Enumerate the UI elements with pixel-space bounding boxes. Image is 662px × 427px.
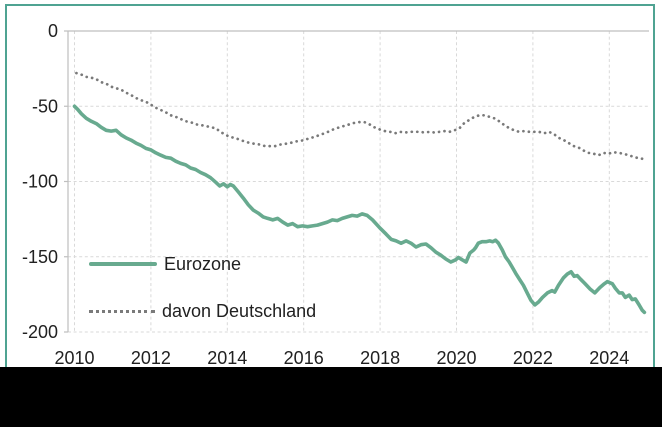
legend-label-deutschland: davon Deutschland	[162, 300, 317, 321]
x-tick-label: 2010	[54, 348, 94, 368]
chart-legend: Eurozone davon Deutschland	[89, 250, 316, 325]
redaction-bar	[0, 367, 662, 427]
x-tick-label: 2024	[589, 348, 629, 368]
x-tick-label: 2016	[284, 348, 324, 368]
solid-line-icon	[89, 262, 157, 266]
y-tick-label: -200	[22, 322, 58, 342]
series-line-deutschland	[75, 71, 645, 161]
legend-label-eurozone: Eurozone	[164, 253, 242, 274]
y-tick-label: -50	[32, 96, 58, 116]
y-tick-label: -150	[22, 247, 58, 267]
x-tick-label: 2018	[360, 348, 400, 368]
legend-item-eurozone: Eurozone	[89, 250, 316, 278]
y-tick-label: -100	[22, 172, 58, 192]
y-tick-label: 0	[48, 21, 58, 41]
x-tick-label: 2012	[131, 348, 171, 368]
x-tick-label: 2022	[513, 348, 553, 368]
series-line-eurozone	[72, 104, 647, 315]
x-tick-label: 2014	[207, 348, 247, 368]
legend-item-deutschland: davon Deutschland	[89, 297, 316, 325]
dotted-line-icon	[89, 309, 155, 313]
x-tick-label: 2020	[436, 348, 476, 368]
